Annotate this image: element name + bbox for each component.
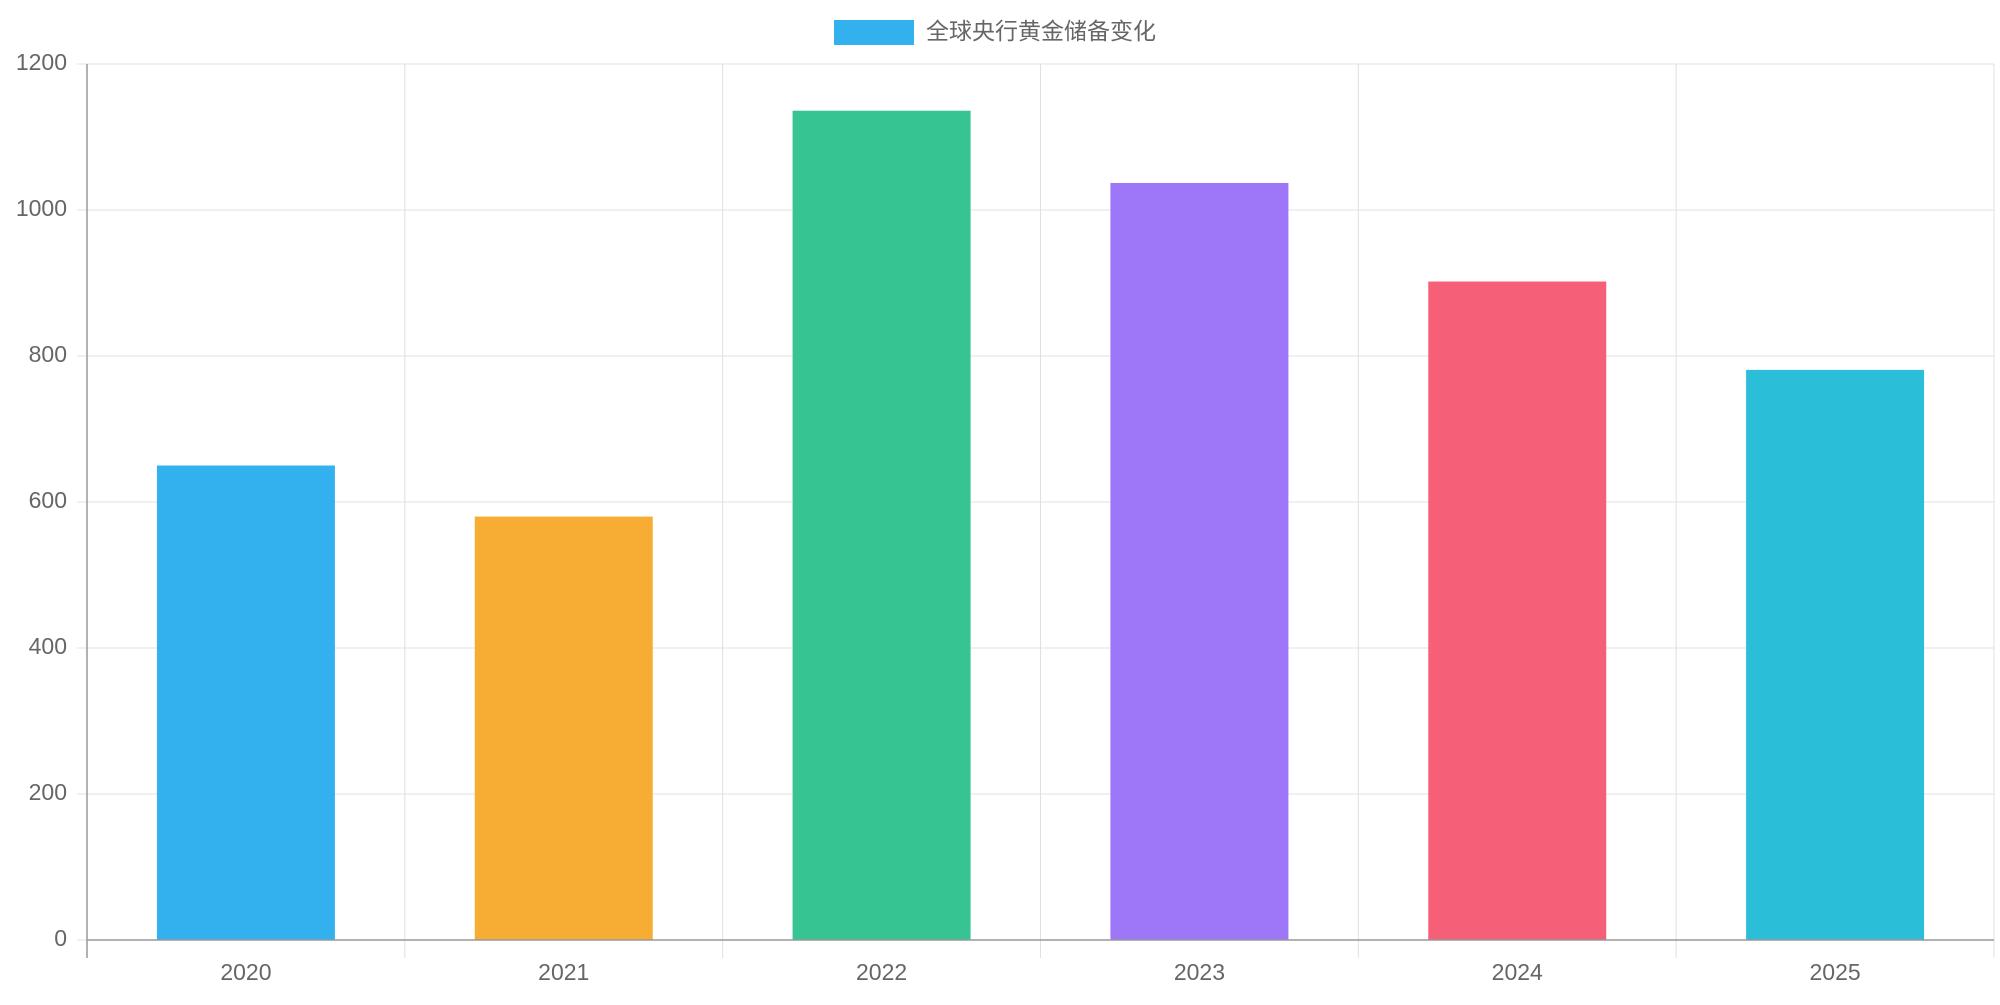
x-tick-label: 2024 xyxy=(1492,959,1543,985)
bar xyxy=(1428,281,1607,940)
bar xyxy=(474,516,653,940)
y-tick-label: 1200 xyxy=(16,49,67,75)
bar xyxy=(1746,369,1925,940)
bar xyxy=(156,465,335,940)
y-tick-label: 1000 xyxy=(16,195,67,221)
y-tick-label: 600 xyxy=(29,487,67,513)
y-tick-label: 200 xyxy=(29,779,67,805)
y-tick-label: 0 xyxy=(54,925,67,951)
y-tick-label: 800 xyxy=(29,341,67,367)
x-tick-label: 2023 xyxy=(1174,959,1225,985)
x-tick-label: 2020 xyxy=(220,959,271,985)
bar xyxy=(1110,182,1289,941)
x-tick-label: 2022 xyxy=(856,959,907,985)
x-tick-label: 2021 xyxy=(538,959,589,985)
bar xyxy=(792,110,971,941)
y-tick-label: 400 xyxy=(29,633,67,659)
legend-label: 全球央行黄金储备变化 xyxy=(926,18,1156,44)
legend-swatch xyxy=(834,20,914,45)
x-tick-label: 2025 xyxy=(1809,959,1860,985)
